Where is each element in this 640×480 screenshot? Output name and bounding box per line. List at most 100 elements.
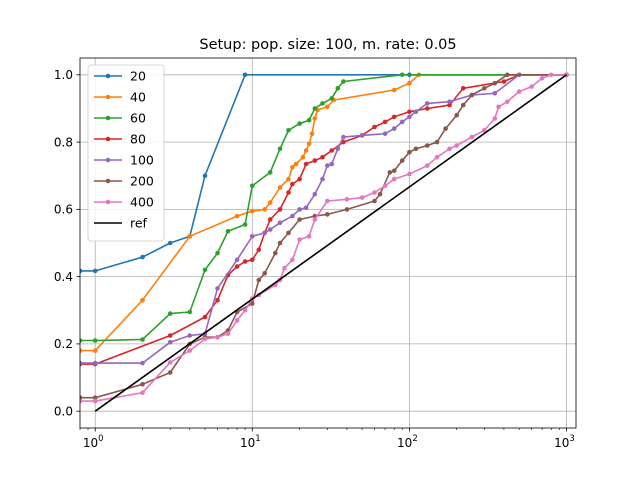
legend-item-100: 100 (94, 153, 154, 168)
legend-label: 40 (130, 90, 146, 105)
data-point (262, 230, 268, 236)
data-point (344, 207, 350, 212)
data-point (267, 227, 273, 232)
data-point (215, 334, 220, 340)
x-tick-label-exponent: 3 (569, 434, 574, 444)
data-point (399, 158, 405, 163)
data-point (300, 154, 306, 160)
data-point (290, 213, 295, 219)
data-point (250, 183, 255, 189)
data-point (140, 337, 145, 342)
legend-item-400: 400 (94, 195, 154, 210)
data-point (447, 146, 452, 152)
data-point (320, 176, 325, 182)
x-tick-label: 100 (83, 434, 104, 450)
data-point (92, 360, 98, 366)
data-point (387, 170, 393, 175)
data-point (341, 134, 346, 140)
data-point (372, 198, 377, 204)
data-point (92, 338, 98, 343)
data-point (167, 333, 173, 338)
data-point (425, 101, 430, 106)
data-point (399, 119, 405, 125)
axes-frame (79, 57, 577, 429)
data-point (434, 154, 440, 160)
data-point (482, 128, 487, 133)
data-point (482, 86, 487, 91)
x-tick-label-base: 10 (83, 436, 98, 450)
data-point (215, 250, 220, 256)
data-point (303, 161, 309, 167)
plot-series (80, 72, 569, 412)
x-tick-label-exponent: 1 (255, 434, 260, 444)
data-point (250, 257, 255, 263)
data-point (335, 86, 341, 91)
data-point (293, 161, 299, 167)
data-point (80, 338, 83, 343)
data-point (413, 109, 419, 115)
data-point (256, 247, 262, 252)
data-point (92, 348, 98, 353)
legend-box (87, 64, 165, 242)
data-point (250, 234, 255, 239)
data-point (460, 86, 466, 91)
data-point (80, 360, 83, 366)
series-100 (80, 72, 569, 366)
data-point (187, 234, 193, 239)
data-point (325, 212, 330, 217)
data-point (434, 139, 440, 145)
x-tick-label: 101 (240, 434, 261, 450)
data-point (242, 259, 248, 264)
data-point (306, 234, 312, 239)
data-point (312, 116, 318, 121)
data-point (267, 170, 273, 175)
data-point (286, 176, 291, 182)
data-point (140, 382, 145, 387)
data-point (277, 207, 283, 212)
y-tick-label: 0.6 (54, 203, 73, 217)
x-tick-label-exponent: 0 (98, 434, 103, 444)
legend-marker (105, 94, 111, 100)
data-point (262, 207, 268, 212)
data-point (290, 257, 295, 263)
data-point (140, 254, 145, 260)
data-point (303, 205, 309, 210)
data-point (187, 309, 193, 315)
series-60 (80, 72, 569, 343)
y-tick-label: 0.2 (54, 337, 73, 351)
legend-item-ref: ref (94, 216, 148, 231)
y-tick-label: 0.0 (54, 404, 73, 418)
x-axis: 100 101 102 103 (79, 428, 575, 450)
y-axis: 0.0 0.2 0.4 0.6 0.8 1.0 (54, 68, 80, 418)
data-point (282, 265, 287, 271)
data-point (297, 176, 302, 182)
data-point (256, 277, 262, 283)
x-tick-label: 103 (554, 434, 575, 450)
data-point (529, 84, 534, 89)
data-point (460, 102, 466, 108)
data-point (335, 146, 341, 152)
data-point (225, 331, 231, 337)
x-tick-label-base: 10 (397, 436, 412, 450)
data-point (447, 99, 452, 104)
legend-item-60: 60 (94, 111, 146, 126)
data-point (202, 173, 208, 178)
data-point (454, 112, 460, 118)
data-point (505, 99, 510, 104)
data-point (80, 395, 83, 400)
data-point (167, 360, 173, 365)
data-point (286, 128, 291, 133)
data-point (215, 286, 220, 291)
data-point (505, 72, 510, 78)
data-point (496, 104, 501, 110)
data-point (492, 91, 498, 96)
data-point (312, 217, 318, 222)
data-point (329, 161, 335, 167)
data-point (140, 390, 145, 396)
data-point (407, 171, 412, 177)
data-point (425, 163, 430, 168)
legend-item-200: 200 (94, 174, 154, 189)
data-point (202, 314, 208, 320)
data-point (539, 75, 545, 81)
data-point (454, 143, 460, 148)
